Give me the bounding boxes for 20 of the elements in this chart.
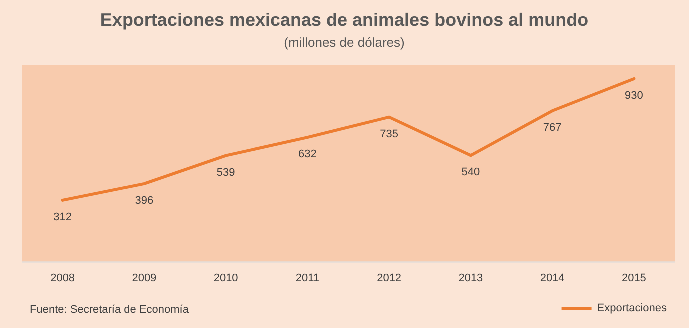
x-tick-label: 2010 — [214, 272, 238, 284]
data-label: 930 — [625, 90, 644, 102]
data-label: 632 — [298, 148, 317, 161]
x-tick-label: 2013 — [458, 272, 484, 284]
data-label: 540 — [462, 166, 480, 179]
data-label: 539 — [216, 166, 236, 179]
data-label: 735 — [380, 128, 398, 140]
x-tick-label: 2014 — [540, 272, 565, 284]
x-tick-label: 2008 — [50, 272, 76, 284]
data-label: 396 — [135, 194, 154, 207]
x-tick-label: 2015 — [622, 272, 646, 284]
legend-label: Exportaciones — [597, 302, 668, 315]
chart-title: Exportaciones mexicanas de animales bovinos al mundo — [100, 10, 589, 30]
chart-subtitle: (millones de dólares) — [284, 34, 405, 50]
x-tick-label: 2011 — [296, 272, 320, 284]
data-label: 312 — [54, 211, 72, 224]
source-note: Fuente: Secretaría de Economía — [30, 304, 190, 316]
data-label: 767 — [543, 122, 562, 134]
x-tick-label: 2009 — [132, 272, 157, 284]
x-tick-label: 2012 — [377, 272, 402, 284]
